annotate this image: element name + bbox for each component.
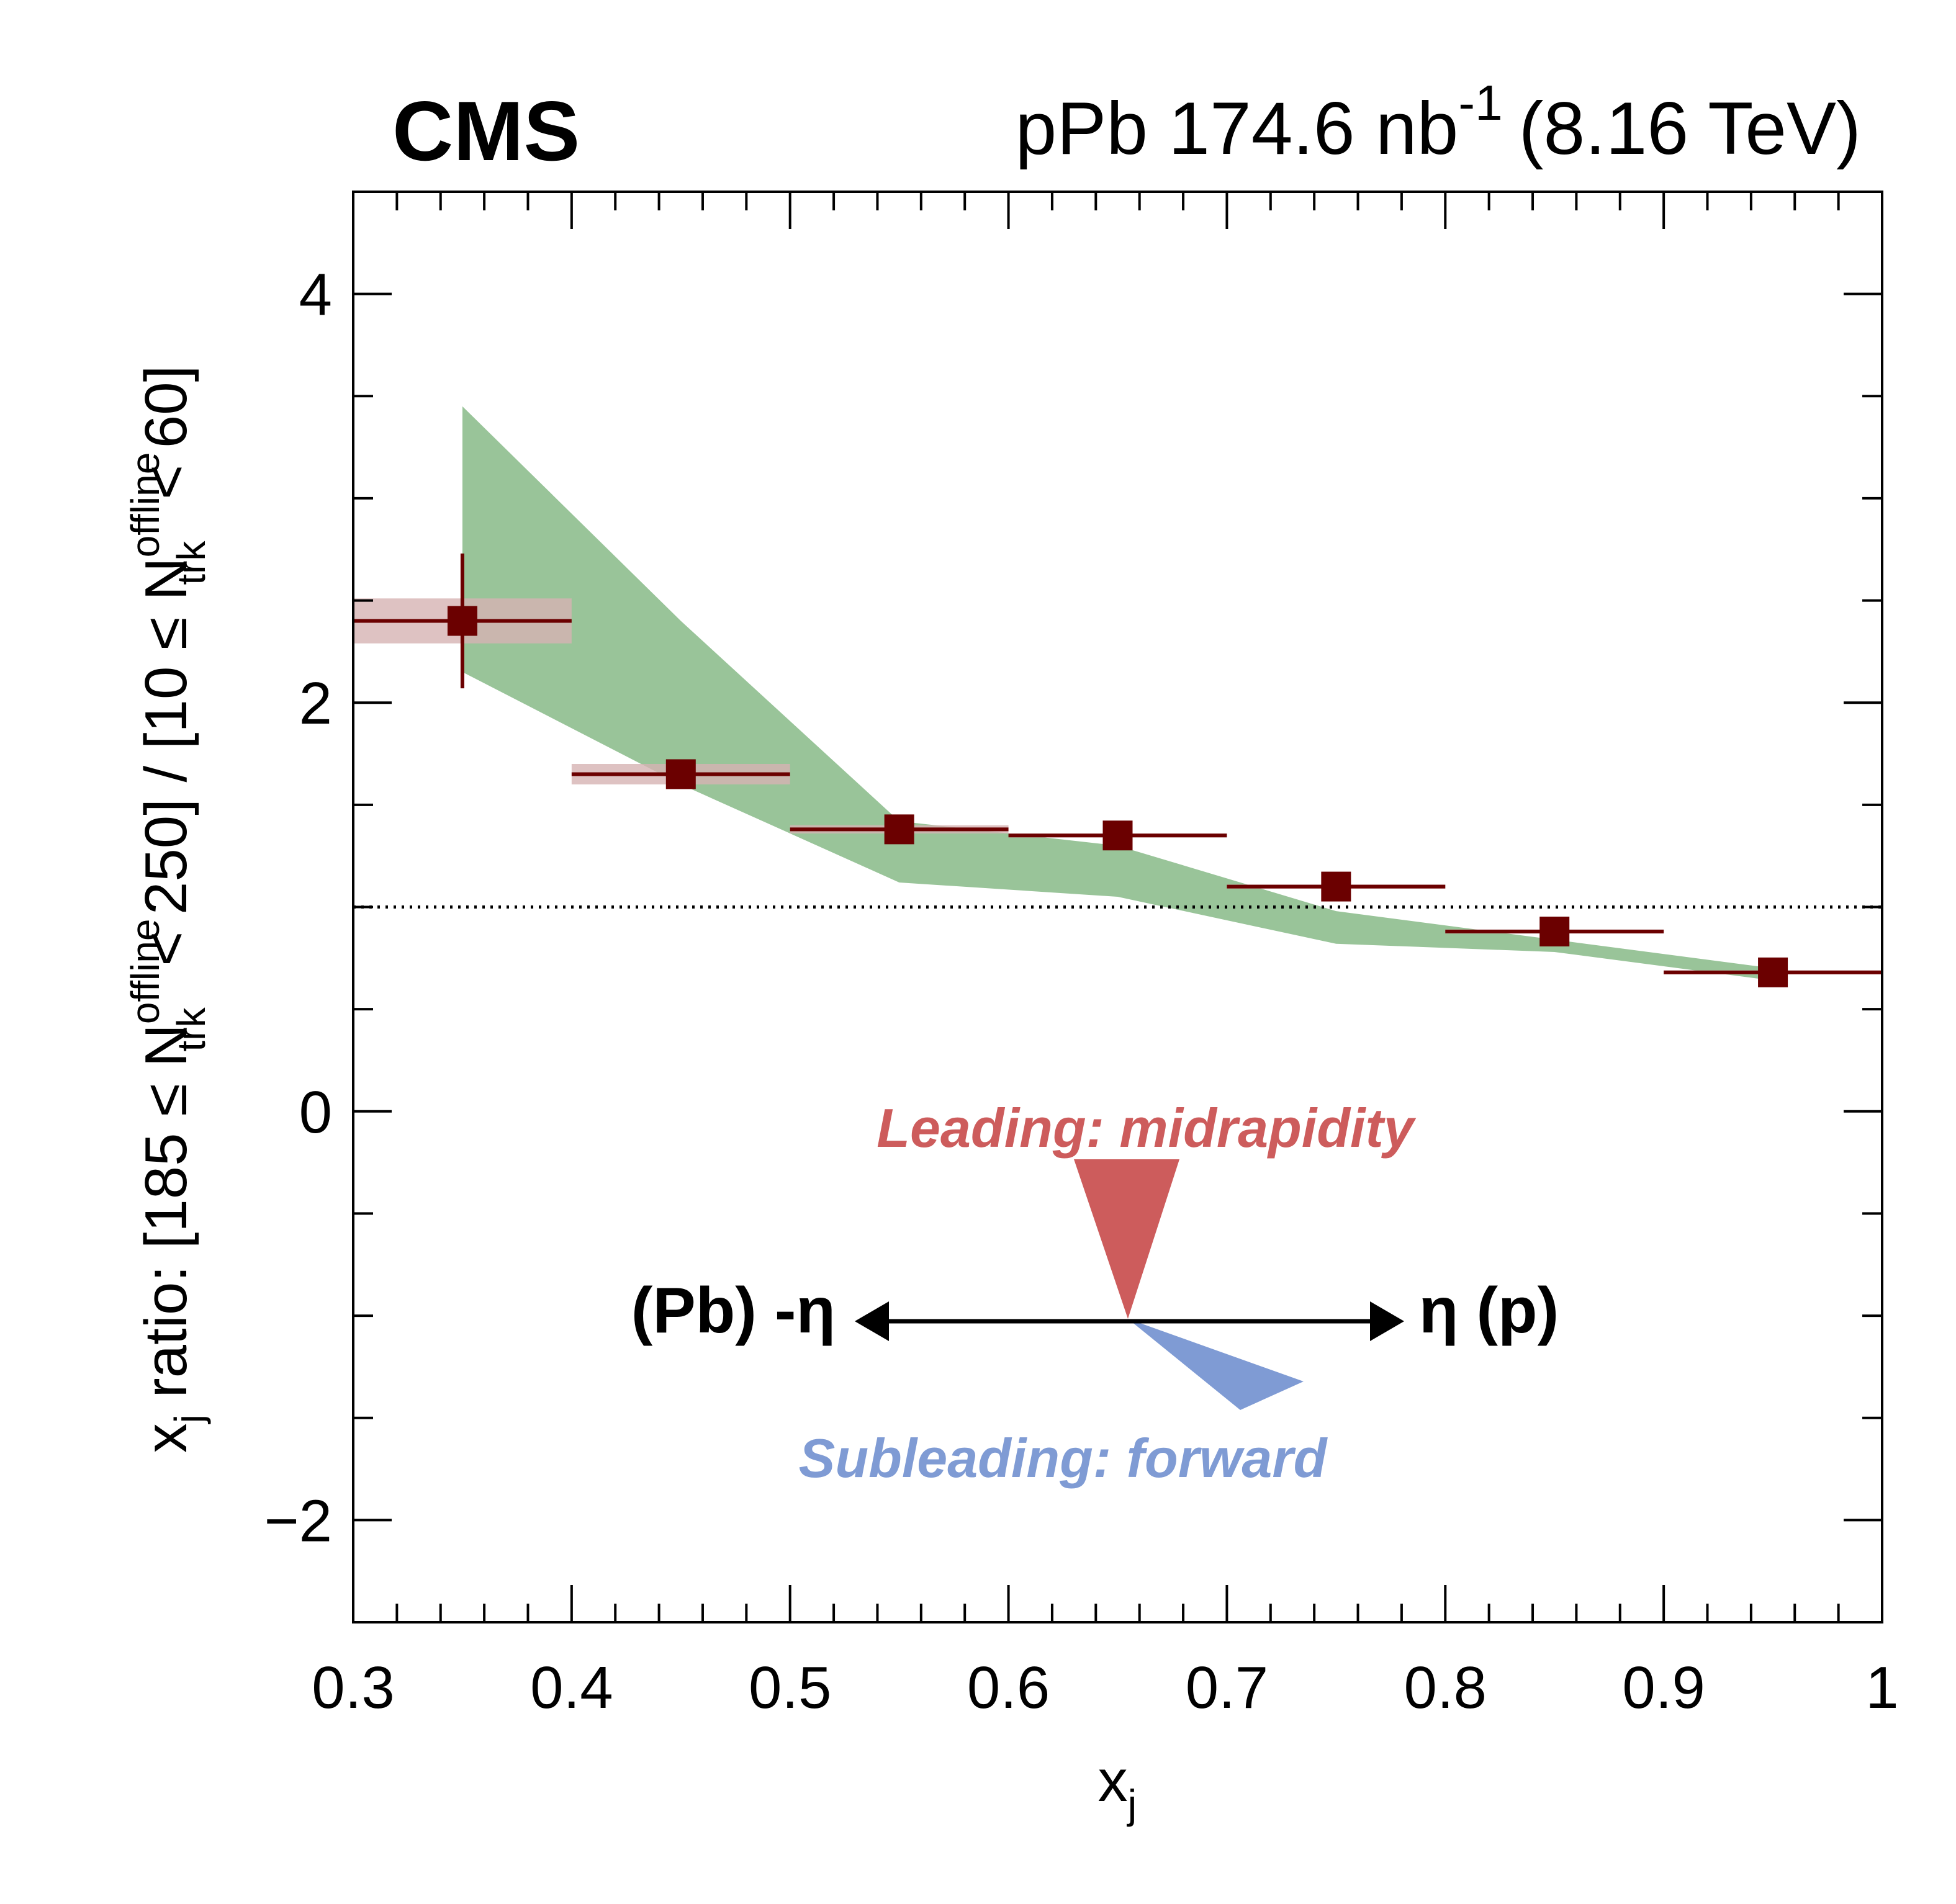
y-title-offline-1: offline — [123, 918, 168, 1024]
y-title-offline-2: offline — [123, 452, 168, 558]
y-title-trk-1: trk — [169, 1007, 214, 1051]
tick-marks — [352, 191, 1883, 1623]
y-title-j: j — [166, 1414, 211, 1424]
data-point — [1758, 957, 1788, 987]
y-axis-title: xj ratio: [185 ≤ Nofflinetrk < 250] / [1… — [123, 366, 214, 1453]
x-tick-label: 0.6 — [967, 1655, 1050, 1721]
subleading-label: Subleading: forward — [799, 1427, 1328, 1489]
subleading-cone — [1128, 1319, 1304, 1410]
y-tick-label: 0 — [299, 1079, 332, 1146]
x-tick-label: 1 — [1865, 1655, 1898, 1721]
y-tick-label: −2 — [264, 1488, 332, 1554]
tick-labels: 0.3 0.4 0.5 0.6 0.7 0.8 0.9 1 −2 0 2 4 — [264, 262, 1899, 1721]
cms-label: CMS — [392, 84, 580, 178]
eta-right-label: η (p) — [1419, 1275, 1559, 1347]
arrow-right-icon — [1370, 1301, 1404, 1341]
x-axis-title-base: x — [1098, 1748, 1128, 1814]
data-point — [884, 814, 914, 845]
data-point — [447, 606, 477, 636]
x-axis-title: xj — [1098, 1748, 1137, 1827]
data-point — [1321, 871, 1351, 902]
x-tick-label: 0.5 — [749, 1655, 831, 1721]
dataset-main: pPb 174.6 nb — [1015, 87, 1458, 170]
y-title-end: < 60] — [133, 366, 199, 516]
data-point — [1539, 917, 1570, 947]
data-points-layer — [353, 553, 1882, 987]
dataset-energy: (8.16 TeV) — [1519, 87, 1861, 170]
y-tick-label: 4 — [299, 262, 332, 328]
dataset-label: pPb 174.6 nb-1 (8.16 TeV) — [1015, 75, 1861, 170]
model-band — [462, 406, 1773, 981]
y-title-mid: < 250] / [10 ≤ N — [133, 557, 199, 982]
x-tick-label: 0.9 — [1622, 1655, 1705, 1721]
y-title-trk-2: trk — [169, 541, 214, 585]
leading-label: Leading: midrapidity — [877, 1097, 1416, 1159]
y-title-ratio: ratio: [185 ≤ N — [133, 1024, 199, 1414]
y-tick-label: 2 — [299, 670, 332, 737]
dataset-sup: -1 — [1458, 75, 1502, 130]
model-band-layer — [462, 406, 1773, 981]
data-point — [665, 759, 696, 789]
x-axis-title-sub: j — [1127, 1781, 1137, 1827]
x-tick-label: 0.8 — [1404, 1655, 1487, 1721]
x-tick-label: 0.3 — [312, 1655, 394, 1721]
leading-cone — [1074, 1159, 1179, 1319]
x-tick-label: 0.4 — [530, 1655, 613, 1721]
x-tick-label: 0.7 — [1186, 1655, 1268, 1721]
arrow-left-icon — [855, 1301, 889, 1341]
data-point — [1102, 820, 1133, 851]
eta-left-label: (Pb) -η — [631, 1275, 836, 1347]
y-title-x: x — [133, 1423, 199, 1453]
